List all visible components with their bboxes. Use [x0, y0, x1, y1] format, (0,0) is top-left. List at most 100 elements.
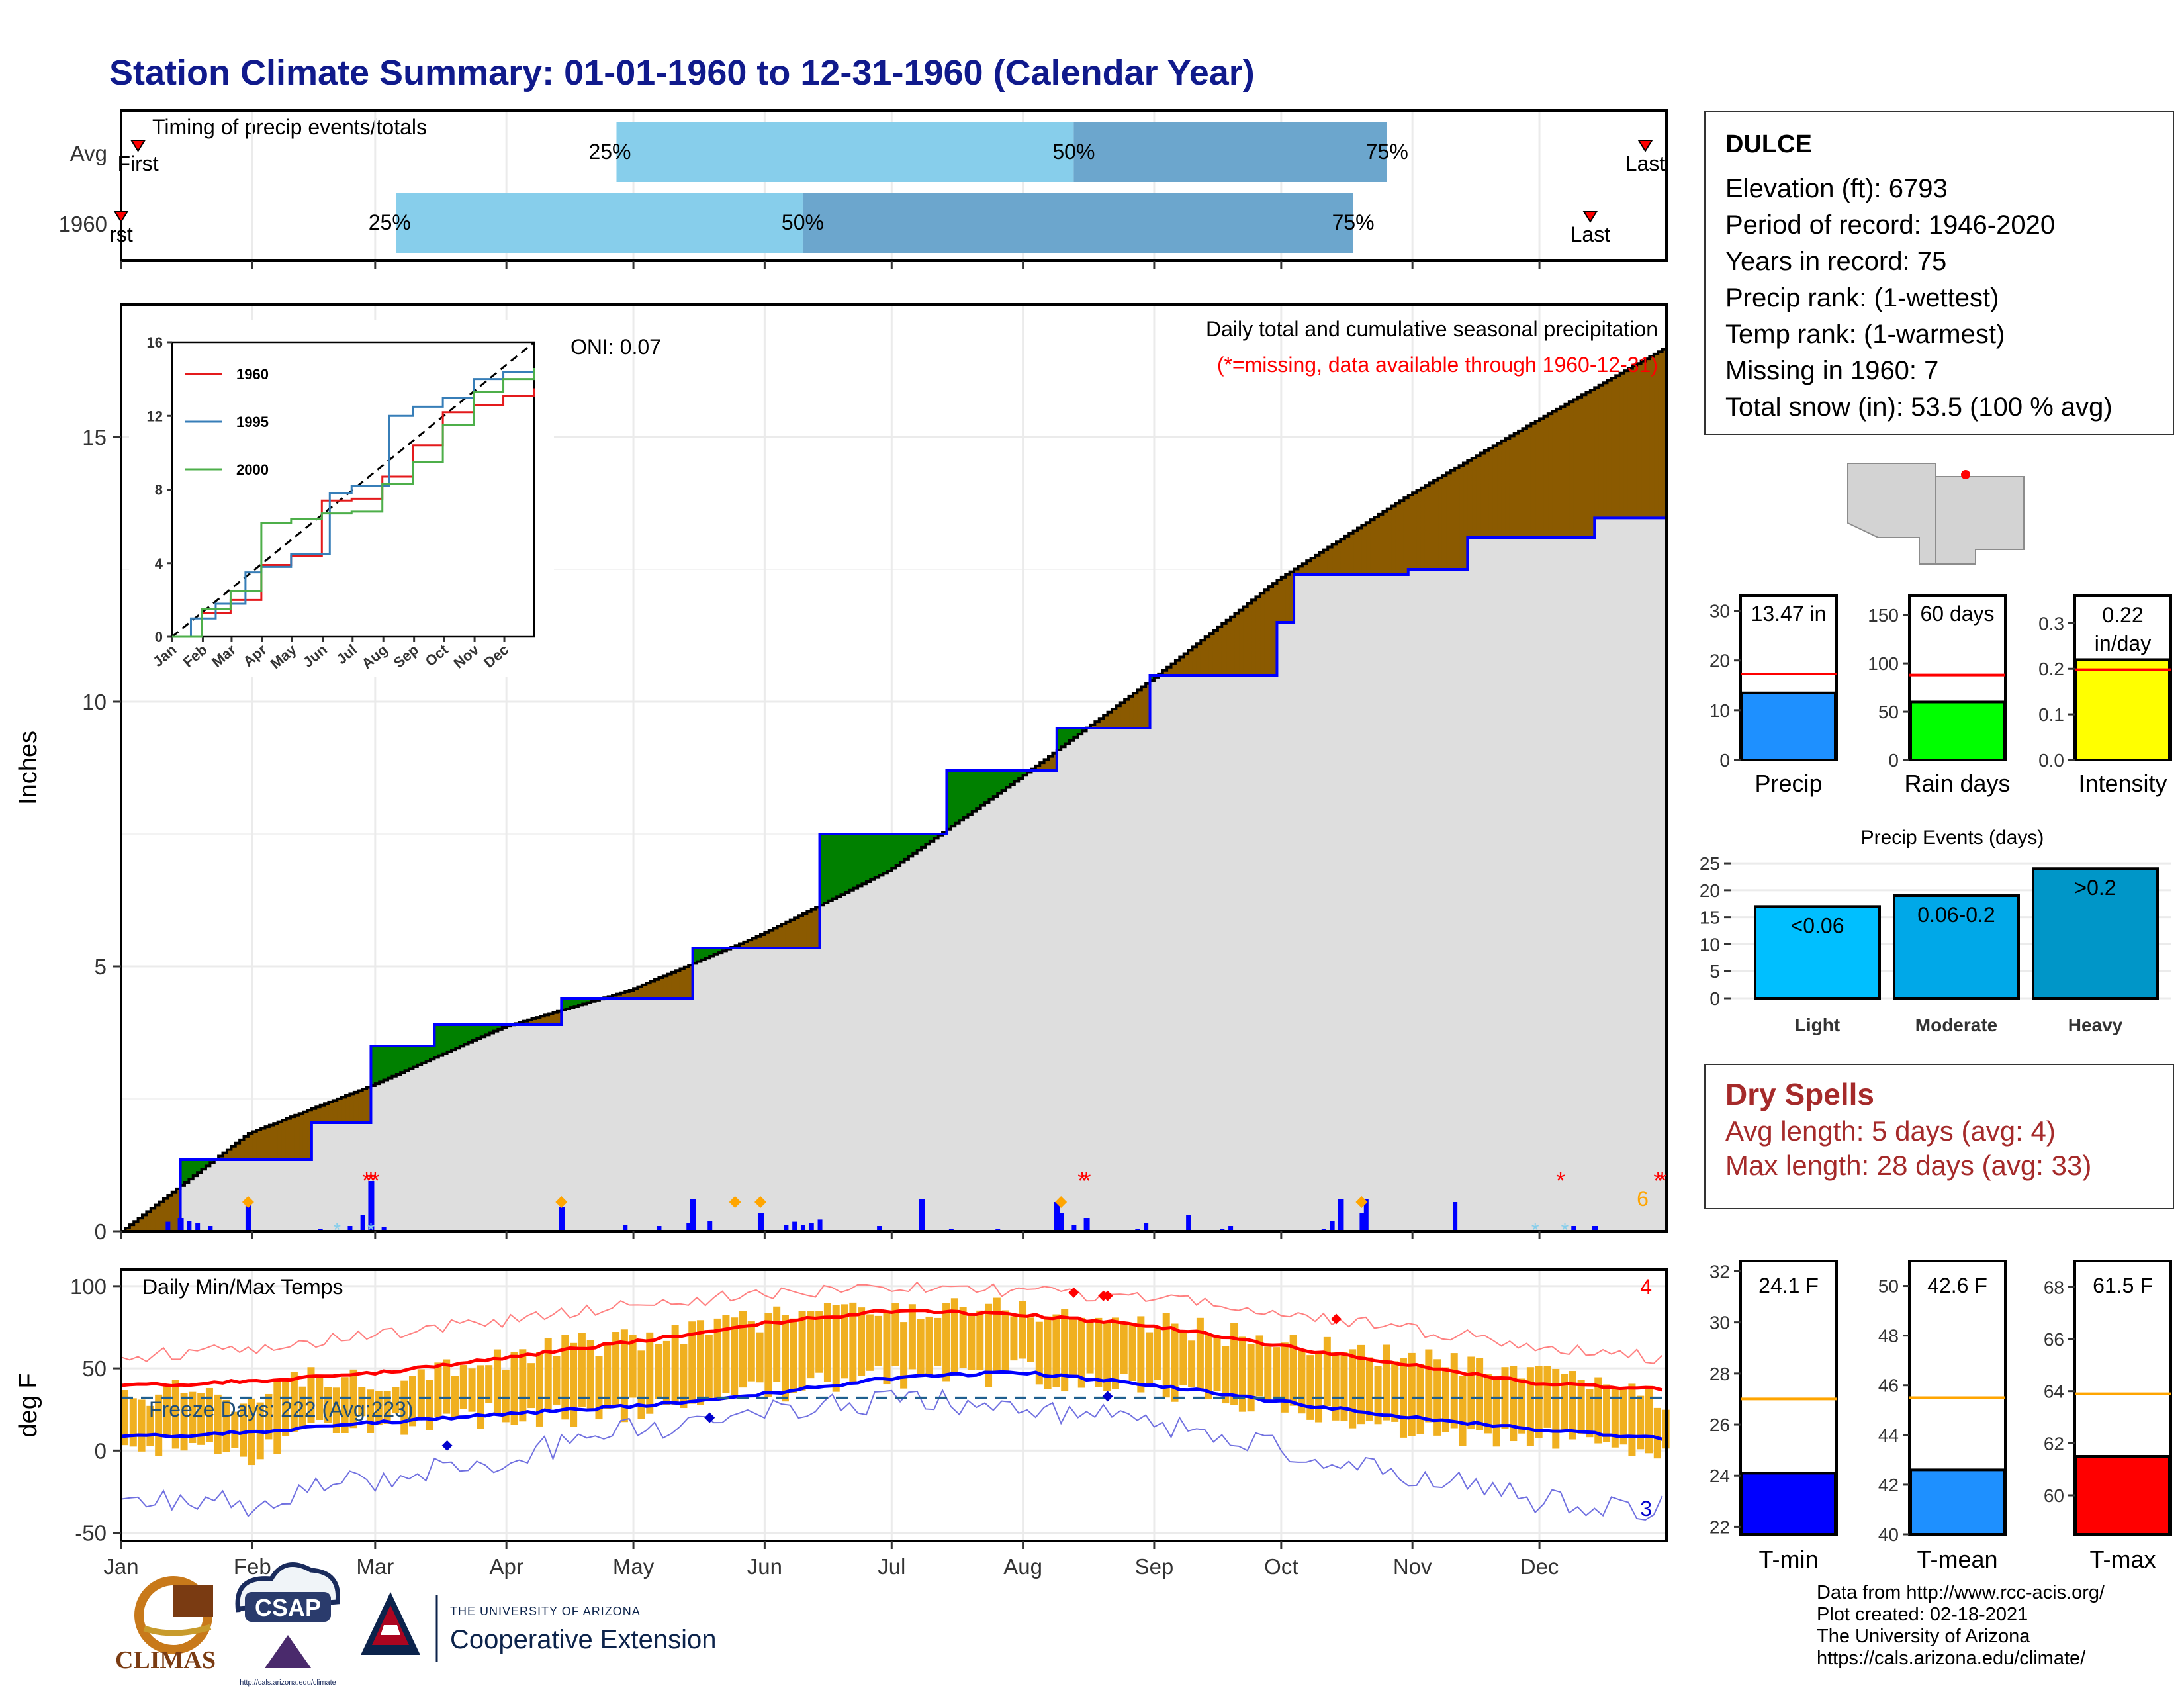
daily-temp-range-bar — [1273, 1347, 1281, 1402]
record-high-marker — [1102, 1290, 1113, 1301]
timing-panel: Timing of precip events/totals Avg 1960 … — [59, 109, 1668, 262]
timing-first-label: rst — [109, 222, 133, 246]
inset-ytick-label: 0 — [155, 629, 163, 645]
daily-temp-range-bar — [493, 1349, 501, 1414]
credit-source: Data from http://www.rcc-acis.org/ — [1817, 1582, 2105, 1603]
temp-ytick-label: 50 — [82, 1356, 107, 1381]
daily-temp-range-bar — [341, 1377, 349, 1433]
daily-temp-range-bar — [1561, 1374, 1569, 1430]
daily-temp-range-bar — [968, 1315, 976, 1370]
daily-precip-bar — [1228, 1226, 1234, 1231]
temp-title: Daily Min/Max Temps — [142, 1275, 343, 1299]
daily-temp-range-bar — [222, 1399, 230, 1452]
dry-spells-box: Dry Spells Avg length: 5 days (avg: 4) M… — [1704, 1064, 2174, 1209]
daily-temp-range-bar — [697, 1320, 705, 1405]
daily-temp-range-bar — [1543, 1366, 1551, 1428]
daily-temp-range-bar — [739, 1311, 747, 1388]
daily-temp-range-bar — [1247, 1344, 1255, 1412]
daily-temp-range-bar — [1645, 1385, 1653, 1454]
heavy-event-marker — [1355, 1196, 1368, 1208]
daily-temp-range-bar — [1484, 1374, 1492, 1434]
daily-temp-range-bar — [959, 1307, 967, 1368]
daily-temp-range-bar — [273, 1380, 281, 1454]
missing-count: 6 — [1637, 1187, 1649, 1211]
daily-temp-range-bar — [240, 1403, 248, 1457]
summary-ytick-label: 0.2 — [2038, 659, 2064, 679]
timing-p25-label: 25% — [369, 211, 411, 234]
temp-summary-ytick-label: 50 — [1878, 1276, 1899, 1297]
daily-temp-range-bar — [459, 1365, 467, 1409]
summary-ytick-label: 0 — [1888, 750, 1899, 771]
daily-precip-bar — [686, 1223, 692, 1231]
daily-temp-range-bar — [392, 1387, 400, 1413]
daily-temp-range-bar — [823, 1303, 831, 1382]
timing-q2-bar — [1073, 122, 1387, 182]
summary-category-label: Rain days — [1904, 770, 2010, 797]
climas-wordmark: CLIMAS — [115, 1646, 216, 1674]
daily-precip-bar — [707, 1221, 713, 1231]
daily-precip-bar — [919, 1199, 925, 1231]
trace-marker: * — [1561, 1219, 1569, 1241]
observed-cumulative-line — [121, 516, 1666, 1233]
daily-temp-range-bar — [1027, 1317, 1035, 1362]
daily-temp-range-bar — [1408, 1352, 1416, 1436]
daily-temp-range-bar — [535, 1352, 543, 1427]
daily-temp-range-bar — [155, 1394, 163, 1456]
summary-ytick-label: 50 — [1878, 702, 1899, 722]
month-label: Jun — [747, 1554, 782, 1579]
precip-ytick-label: 0 — [95, 1219, 107, 1244]
daily-temp-range-bar — [942, 1303, 950, 1382]
daily-temp-range-bar — [790, 1318, 797, 1393]
record-high-marker — [1331, 1313, 1342, 1325]
daily-temp-range-bar — [316, 1375, 324, 1420]
daily-temp-range-bar — [1315, 1352, 1323, 1423]
summary-ytick-label: 150 — [1868, 605, 1899, 626]
timing-q1-bar — [616, 122, 1074, 182]
daily-temp-range-bar — [332, 1387, 340, 1434]
temp-summary-ytick-label: 62 — [2044, 1433, 2064, 1454]
daily-temp-range-bar — [502, 1369, 510, 1423]
daily-temp-range-bar — [307, 1367, 315, 1423]
summary-bar — [2075, 658, 2171, 762]
daily-temp-range-bar — [544, 1338, 552, 1409]
temp-summary-ytick-label: 60 — [2044, 1485, 2064, 1506]
daily-temp-range-bar — [485, 1365, 493, 1403]
daily-temp-range-bar — [993, 1297, 1001, 1374]
daily-temp-range-bar — [578, 1333, 586, 1407]
daily-temp-range-bar — [197, 1393, 205, 1445]
events-ytick-label: 15 — [1700, 908, 1720, 928]
temp-summary-value-label: 61.5 F — [2093, 1274, 2153, 1297]
daily-temp-range-bar — [1069, 1316, 1077, 1378]
daily-temp-range-bar — [604, 1344, 612, 1409]
daily-temp-range-bar — [298, 1386, 306, 1428]
daily-temp-range-bar — [163, 1385, 171, 1437]
events-bar — [1754, 905, 1881, 1000]
temp-summary-ytick-label: 64 — [2044, 1382, 2064, 1402]
precip-ytick-label: 5 — [95, 955, 107, 979]
daily-temp-range-bar — [858, 1307, 866, 1376]
temp-frame — [120, 1268, 1668, 1542]
timing-first-marker — [113, 211, 129, 223]
month-label: Sep — [1135, 1554, 1174, 1579]
daily-temp-range-bar — [1213, 1337, 1221, 1391]
missing-marker: * — [1556, 1167, 1565, 1194]
ua-line2: Cooperative Extension — [450, 1625, 716, 1654]
daily-temp-range-bar — [138, 1399, 146, 1452]
missing-marker: * — [1077, 1167, 1087, 1194]
daily-temp-range-bar — [527, 1363, 535, 1409]
temp-summary-ytick-label: 22 — [1709, 1517, 1730, 1537]
inset-series-line — [172, 367, 535, 638]
daily-temp-range-bar — [705, 1335, 713, 1401]
daily-precip-bar — [817, 1219, 823, 1231]
summary-value-label: 0.22 — [2102, 603, 2143, 627]
daily-temp-range-bar — [214, 1394, 222, 1454]
precip-summary-bars: 0 10 20 30 13.47 in Precip 0 50 100 150 60 days Rai… — [1709, 594, 2172, 797]
events-ytick-label: 25 — [1700, 853, 1720, 874]
events-ytick-label: 0 — [1709, 988, 1720, 1009]
precip-frame — [120, 303, 1668, 1233]
heavy-event-marker — [729, 1196, 741, 1208]
inset-ytick-label: 16 — [147, 334, 163, 351]
timing-last-marker — [1637, 140, 1653, 152]
